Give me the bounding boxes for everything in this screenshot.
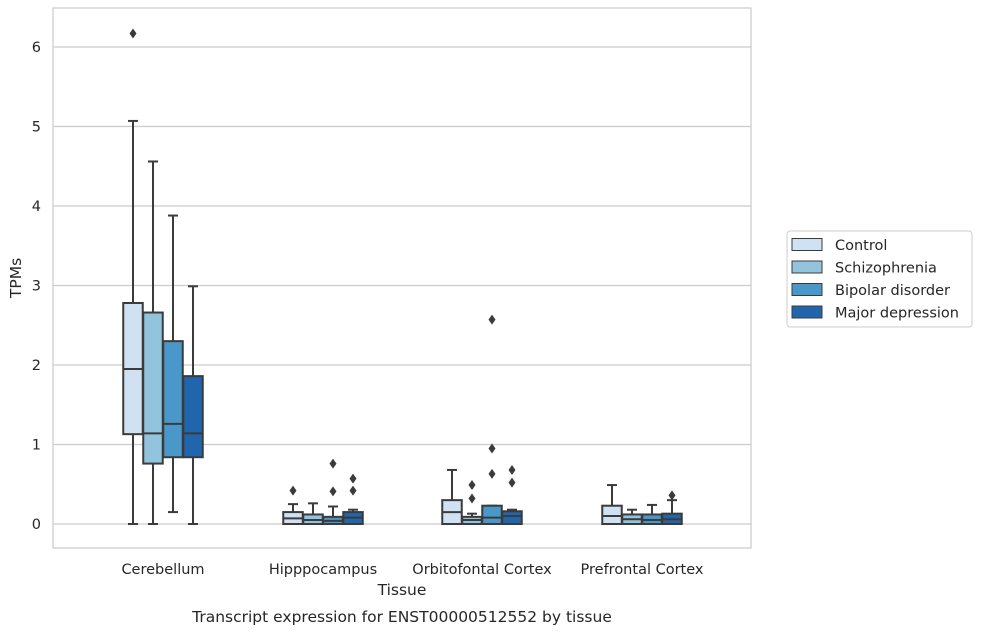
- box-major-depression: [661, 490, 683, 525]
- outlier-marker: [488, 314, 496, 325]
- outlier-marker: [329, 458, 337, 469]
- box-body: [481, 504, 503, 525]
- outlier-marker: [668, 490, 676, 501]
- outlier-marker: [488, 468, 496, 479]
- box-body: [162, 340, 184, 459]
- legend-frame: [786, 230, 973, 328]
- box-bipolar-disorder: [162, 214, 184, 514]
- outlier-marker: [329, 486, 337, 497]
- y-tick-labels: 0 1 2 3 4 5 6: [32, 40, 41, 533]
- y-tick-label: 3: [32, 279, 41, 295]
- legend-label: Control: [835, 238, 887, 254]
- legend-label: Schizophrenia: [835, 261, 937, 277]
- legend-swatch: [791, 260, 823, 274]
- box-body: [501, 510, 523, 525]
- legend-label: Bipolar disorder: [835, 283, 950, 299]
- x-tick-label: Orbitofontal Cortex: [412, 562, 552, 578]
- outlier-marker: [508, 464, 516, 475]
- box-body: [142, 311, 164, 465]
- box-control: [441, 468, 463, 525]
- outlier-marker: [349, 473, 357, 484]
- outlier-marker: [468, 480, 476, 491]
- x-tick-label: Prefrontal Cortex: [581, 562, 704, 578]
- legend: Control Schizophrenia Bipolar disorder Majo…: [786, 230, 973, 328]
- plot-background: [53, 8, 751, 548]
- plot-frame: [52, 7, 752, 549]
- box-body: [182, 375, 204, 459]
- legend-swatch: [791, 238, 823, 251]
- y-tick-label: 0: [32, 517, 41, 533]
- outlier-marker: [349, 485, 357, 496]
- box-groups: [122, 28, 683, 526]
- legend-swatch: [791, 305, 823, 319]
- x-axis-label: Tissue: [377, 581, 427, 599]
- box-control: [601, 484, 623, 525]
- x-tick-label: Cerebellum: [121, 562, 204, 578]
- y-tick-label: 1: [32, 438, 41, 454]
- outlier-marker: [508, 477, 516, 488]
- outlier-marker: [488, 443, 496, 454]
- box-major-depression: [342, 473, 364, 526]
- outlier-marker: [289, 485, 297, 496]
- y-tick-label: 2: [32, 358, 41, 374]
- y-axis-label: TPMs: [7, 258, 25, 299]
- outlier-marker: [468, 493, 476, 504]
- y-tick-label: 6: [32, 40, 41, 56]
- box-major-depression: [501, 464, 523, 525]
- y-tick-label: 5: [32, 120, 41, 136]
- outlier-marker: [129, 28, 137, 39]
- box-body: [601, 504, 623, 525]
- figure-caption: Transcript expression for ENST0000051255…: [191, 608, 612, 626]
- x-tick-labels: Cerebellum Hipppocampus Orbitofontal Corte…: [121, 562, 703, 578]
- y-tick-label: 4: [32, 199, 41, 215]
- legend-label: Major depression: [835, 306, 959, 322]
- legend-swatch: [791, 283, 823, 296]
- box-major-depression: [182, 285, 204, 525]
- x-tick-label: Hipppocampus: [269, 562, 377, 578]
